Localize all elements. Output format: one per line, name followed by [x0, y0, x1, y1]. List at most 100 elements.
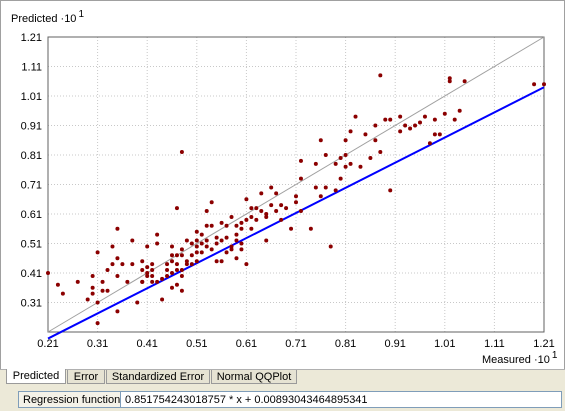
data-point: [194, 238, 199, 243]
data-point: [179, 288, 184, 293]
data-point: [224, 250, 229, 255]
tab-normal-qqplot[interactable]: Normal QQPlot: [211, 370, 297, 384]
data-point: [170, 244, 174, 249]
data-point: [150, 279, 155, 284]
data-point: [229, 214, 234, 219]
data-point: [204, 238, 209, 243]
data-point: [363, 132, 368, 137]
data-point: [378, 150, 383, 155]
x-tick-label: 1.01: [434, 338, 455, 350]
data-point: [95, 321, 100, 326]
data-point: [408, 126, 413, 131]
data-point: [368, 155, 373, 160]
data-point: [219, 259, 224, 264]
y-tick-label: 0.41: [21, 268, 42, 280]
data-point: [269, 203, 274, 208]
data-point: [174, 282, 179, 287]
data-point: [174, 268, 179, 273]
data-point: [214, 259, 219, 264]
data-point: [338, 176, 343, 181]
data-point: [120, 262, 125, 267]
data-point: [298, 176, 303, 181]
data-point: [234, 238, 239, 243]
data-point: [284, 206, 289, 211]
data-point: [383, 117, 388, 122]
data-point: [289, 226, 294, 231]
data-point: [174, 206, 179, 211]
scatter-chart: 0.21 0.31 0.41 0.51 0.61 0.71 0.81 0.91 1.01 1.11…: [11, 9, 558, 366]
data-point: [269, 185, 274, 190]
data-point: [279, 203, 284, 208]
data-point: [150, 262, 155, 267]
data-point: [155, 279, 160, 284]
data-point: [145, 244, 150, 249]
data-point: [224, 235, 229, 240]
data-point: [75, 279, 80, 284]
y-tick-label: 0.91: [21, 121, 42, 133]
data-point: [194, 259, 199, 264]
data-point: [165, 273, 170, 278]
data-point: [179, 150, 184, 155]
data-point: [199, 250, 204, 255]
data-point: [343, 138, 348, 143]
data-point: [204, 244, 209, 249]
tab-standardized-error[interactable]: Standardized Error: [106, 370, 210, 384]
plot-frame: [47, 36, 545, 333]
data-point: [214, 235, 219, 240]
data-point: [90, 285, 95, 290]
x-tick-label: 1.11: [484, 338, 505, 350]
tab-error[interactable]: Error: [67, 370, 105, 384]
data-point: [403, 123, 408, 128]
data-point: [462, 79, 467, 84]
y-tick-label: 0.81: [21, 150, 42, 162]
x-tick-label: 0.21: [37, 338, 58, 350]
identity-line: [47, 36, 545, 333]
data-point: [170, 259, 174, 264]
data-point: [388, 117, 393, 122]
data-point: [165, 268, 170, 273]
data-point: [150, 268, 155, 273]
data-point: [229, 244, 234, 249]
data-point: [55, 282, 60, 287]
x-tick-label: 0.71: [285, 338, 306, 350]
data-point: [179, 253, 184, 258]
data-point: [274, 209, 279, 214]
data-point: [189, 241, 194, 246]
data-point: [348, 129, 353, 134]
data-point: [130, 262, 135, 267]
data-point: [413, 123, 418, 128]
data-point: [170, 285, 174, 290]
data-point: [249, 206, 254, 211]
data-point: [542, 82, 546, 87]
data-point: [427, 141, 432, 146]
data-point: [115, 309, 120, 314]
data-point: [214, 241, 219, 246]
data-point: [318, 138, 323, 143]
data-point: [388, 188, 393, 193]
data-point: [323, 153, 328, 157]
data-point: [244, 197, 249, 202]
data-point: [398, 114, 403, 119]
data-point: [150, 273, 155, 278]
data-point: [155, 232, 160, 237]
data-point: [333, 161, 338, 166]
data-point: [160, 297, 165, 302]
data-point: [204, 209, 209, 214]
data-point: [115, 256, 120, 261]
data-point: [239, 241, 244, 246]
regression-function-value[interactable]: 0.851754243018757 * x + 0.00893043464895…: [120, 391, 562, 408]
data-point: [264, 238, 269, 243]
data-point: [532, 82, 537, 87]
tab-strip: Predicted Error Standardized Error Norma…: [0, 369, 565, 385]
data-point: [95, 250, 100, 255]
data-point: [239, 226, 244, 231]
x-tick-label: 0.81: [335, 338, 356, 350]
data-point: [343, 153, 348, 157]
data-point: [224, 223, 229, 228]
data-point: [437, 132, 442, 137]
x-axis-label: Measured ·10 1: [482, 350, 558, 366]
data-point: [199, 241, 204, 246]
data-point: [244, 217, 249, 222]
data-point: [140, 279, 145, 284]
tab-predicted[interactable]: Predicted: [6, 369, 66, 384]
